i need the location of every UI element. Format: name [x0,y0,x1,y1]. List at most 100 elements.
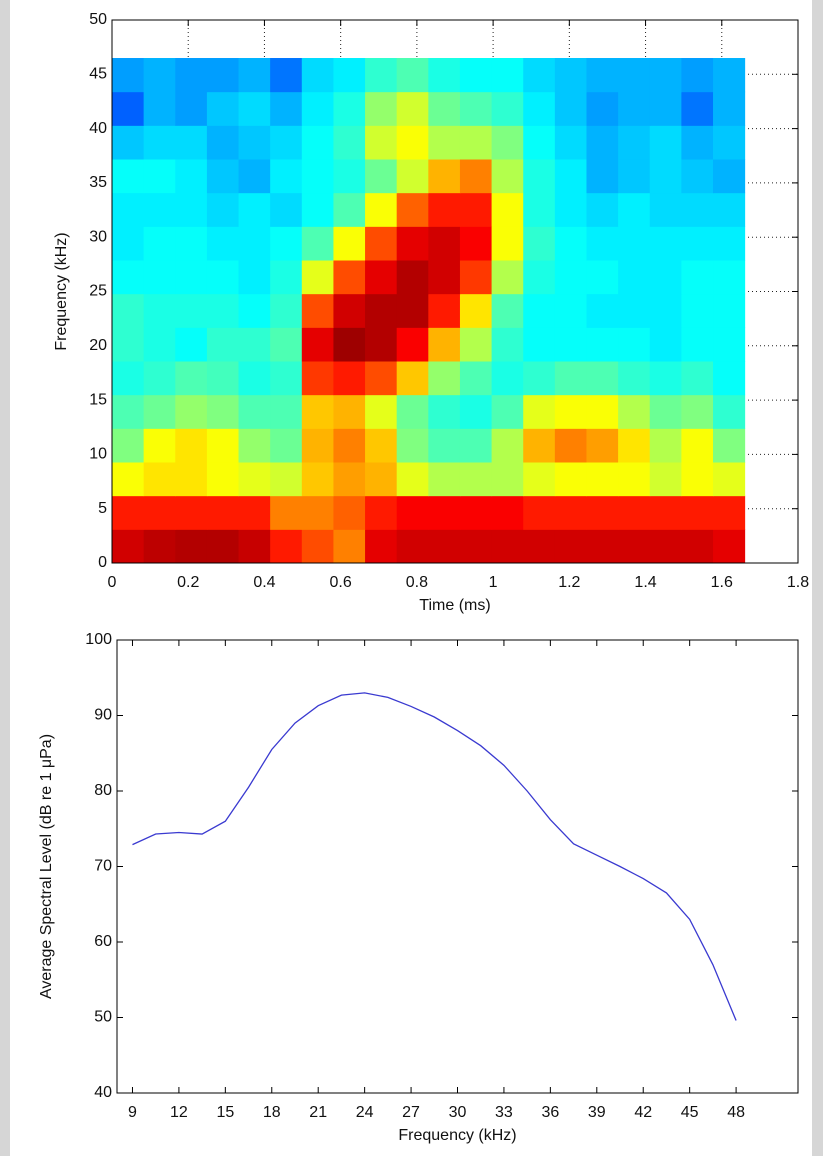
heatmap-cell [333,327,366,362]
x-tick-label: 1 [489,574,498,591]
x-tick-label: 45 [681,1104,699,1121]
heatmap-cell [681,192,714,227]
heatmap-cell [175,394,208,429]
heatmap-cell [365,192,398,227]
heatmap-cell [270,495,303,530]
heatmap-cell [428,495,461,530]
heatmap-cell [333,495,366,530]
heatmap-cell [428,159,461,194]
heatmap-cell [143,462,176,497]
heatmap-cell [586,91,619,126]
heatmap-cell [554,293,587,328]
heatmap-cell [143,327,176,362]
heatmap-cell [238,361,271,396]
heatmap-cell [365,361,398,396]
heatmap-cell [143,192,176,227]
x-tick-label: 39 [588,1104,606,1121]
x-tick-label: 36 [541,1104,559,1121]
y-tick-label: 70 [94,858,112,875]
heatmap-cell [459,327,493,362]
heatmap-cell [618,192,651,227]
heatmap-cell [649,327,682,362]
heatmap-cell [365,529,398,564]
heatmap-cell [206,192,240,227]
heatmap-cell [618,428,651,463]
axes-frame [116,639,799,1094]
heatmap-cell [206,394,240,429]
heatmap-cell [713,529,746,564]
heatmap-cell [365,462,398,497]
x-tick-label: 21 [309,1104,327,1121]
y-tick-label: 30 [89,228,107,245]
heatmap-cell [175,159,208,194]
heatmap-cell [112,394,145,429]
heatmap-cell [523,91,556,126]
heatmap-cell [459,529,493,564]
heatmap-cell [428,529,461,564]
heatmap-cell [143,91,176,126]
heatmap-cell [333,361,366,396]
heatmap-cell [175,125,208,160]
heatmap-cell [491,159,524,194]
heatmap-cell [333,394,366,429]
heatmap-cell [681,462,714,497]
heatmap-cell [649,159,682,194]
heatmap-cell [523,495,556,530]
heatmap-cell [554,125,587,160]
heatmap-cell [618,58,651,93]
heatmap-cell [428,58,461,93]
y-tick-label: 45 [89,66,107,83]
heatmap-cell [459,159,493,194]
heatmap-cell [333,260,366,295]
heatmap-cell [713,159,746,194]
heatmap-cell [112,260,145,295]
y-tick-label: 5 [98,500,107,517]
heatmap-cell [554,428,587,463]
heatmap-cell [301,495,334,530]
heatmap-cell [206,428,240,463]
heatmap-cell [333,91,366,126]
heatmap-cell [713,226,746,261]
heatmap-cell [301,361,334,396]
heatmap-cell [206,125,240,160]
heatmap-cell [713,327,746,362]
heatmap-cell [301,125,334,160]
heatmap-cell [586,58,619,93]
heatmap-cell [428,192,461,227]
heatmap-cell [428,125,461,160]
heatmap-cell [491,361,524,396]
heatmap-cell [206,495,240,530]
heatmap-cell [301,192,334,227]
x-tick-label: 33 [495,1104,513,1121]
heatmap-cell [270,91,303,126]
heatmap-cell [523,159,556,194]
heatmap-cell [713,361,746,396]
y-tick-label: 80 [94,782,112,799]
heatmap-cell [491,327,524,362]
heatmap-cell [618,495,651,530]
x-tick-label: 0.8 [406,574,428,591]
x-tick-label: 1.6 [711,574,733,591]
heatmap-cell [428,226,461,261]
heatmap-cell [301,293,334,328]
heatmap-cell [396,462,429,497]
heatmap-cell [554,495,587,530]
x-tick-label: 0 [108,574,117,591]
heatmap-cell [238,428,271,463]
heatmap-cell [333,293,366,328]
y-tick-label: 0 [98,554,107,571]
heatmap-cell [396,260,429,295]
heatmap-cell [238,58,271,93]
heatmap-cell [713,495,746,530]
heatmap-cell [713,58,746,93]
heatmap-cell [175,58,208,93]
heatmap-cell [112,226,145,261]
heatmap-cell [112,495,145,530]
heatmap-cell [459,462,493,497]
heatmap-cell [333,125,366,160]
heatmap-cell [112,293,145,328]
y-tick-label: 25 [89,283,107,300]
heatmap-cell [270,192,303,227]
heatmap-cell [175,293,208,328]
heatmap-cell [459,495,493,530]
